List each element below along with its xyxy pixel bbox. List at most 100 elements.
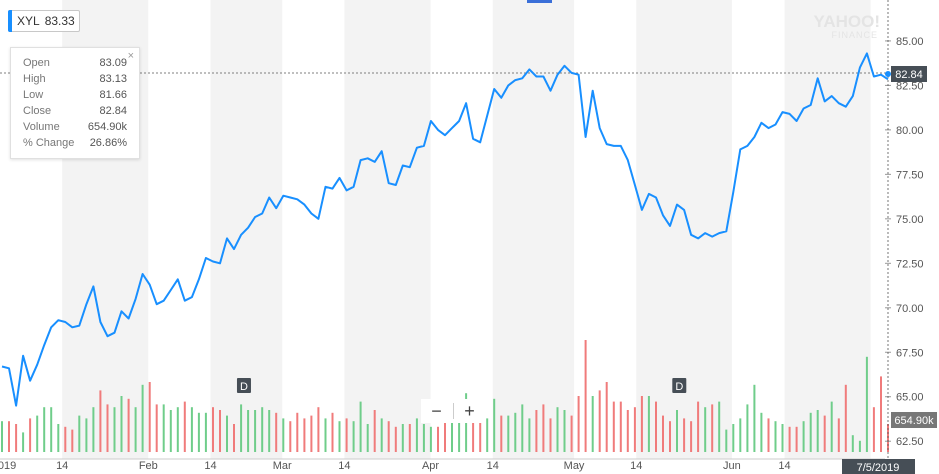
zoom-in-button[interactable]: + [464, 400, 475, 421]
x-tick-label: Mar [273, 460, 292, 472]
volume-bar [704, 407, 707, 452]
volume-bar [514, 412, 517, 452]
ticker-color-swatch [8, 10, 12, 32]
volume-bar [802, 421, 805, 452]
volume-bar [387, 421, 390, 452]
volume-bar [317, 407, 320, 452]
volume-bar [472, 415, 475, 452]
volume-bar [788, 426, 791, 452]
volume-bar [837, 418, 840, 452]
volume-bar [233, 424, 235, 452]
ohlc-tooltip: × Open 83.09 High 83.13 Low 81.66 Close 82.8… [10, 47, 140, 159]
watermark-finance: FINANCE [831, 30, 878, 40]
volume-bar [865, 356, 868, 452]
zoom-out-button[interactable]: − [431, 400, 442, 421]
y-tick-label: 67.50 [896, 347, 924, 359]
dividend-marker[interactable]: D [672, 378, 687, 393]
volume-bar [647, 396, 650, 452]
date-label: 7/5/2019 [842, 459, 915, 474]
volume-bar [331, 412, 334, 452]
volume-bar [190, 407, 193, 452]
volume-bar [662, 415, 664, 452]
x-tick-label: 14 [487, 460, 499, 472]
x-tick-label: 14 [56, 460, 68, 472]
volume-bar [830, 401, 833, 452]
x-tick-label: 2019 [0, 460, 16, 472]
volume-bar [444, 415, 446, 452]
top-scroll-tab[interactable] [527, 0, 552, 3]
volume-bar [556, 407, 559, 452]
volume-bar [718, 401, 721, 452]
x-tick-label: Jun [723, 460, 741, 472]
dividend-label: D [675, 381, 683, 393]
volume-bar [120, 396, 123, 452]
volume-bar [85, 418, 88, 452]
volume-bar [310, 415, 313, 452]
dividend-marker[interactable]: D [236, 378, 251, 393]
price-label: 82.84 [891, 66, 927, 82]
volume-bar [408, 424, 411, 452]
band-2 [344, 0, 431, 459]
volume-bar [359, 401, 362, 452]
volume-bar [106, 404, 109, 452]
watermark-yahoo: YAHOO! [814, 12, 880, 31]
volume-bar [338, 421, 341, 452]
volume-bar [275, 412, 278, 452]
volume-bar [36, 415, 39, 452]
volume-bar [640, 396, 643, 452]
volume-bar [809, 412, 812, 452]
zoom-divider [452, 403, 454, 419]
volume-bar [858, 440, 861, 452]
volume-bar [781, 424, 784, 452]
volume-bar [697, 401, 700, 452]
zoom-controls: − + [421, 399, 485, 423]
ticker-price: 83.33 [44, 14, 75, 28]
volume-bar [64, 426, 67, 452]
volume-bar [155, 404, 158, 452]
svg-text:82.84: 82.84 [895, 69, 923, 81]
volume-bar [577, 396, 580, 452]
ticker-badge[interactable]: XYL 83.33 [8, 10, 80, 32]
volume-bar [240, 404, 243, 452]
y-tick-label: 70.00 [896, 303, 924, 315]
volume-bar [626, 410, 629, 452]
volume-bar [127, 398, 130, 452]
volume-bar [422, 424, 425, 452]
y-tick-label: 85.00 [896, 36, 924, 48]
volume-bar [683, 418, 686, 452]
y-tick-label: 75.00 [896, 214, 924, 226]
x-tick-label: 14 [778, 460, 790, 472]
volume-bar [880, 376, 882, 452]
band-5 [784, 0, 871, 459]
volume-bar [690, 421, 693, 452]
volume-bar [795, 426, 798, 452]
volume-bar [8, 421, 10, 452]
volume-bar [591, 396, 594, 452]
x-tick-label: 14 [338, 460, 350, 472]
volume-bar [493, 398, 496, 452]
volume-bar [584, 340, 587, 452]
volume-bar [711, 404, 714, 452]
volume-bar [296, 412, 299, 452]
x-tick-label: Apr [422, 460, 439, 472]
volume-bar [542, 404, 545, 452]
volume-bar [676, 410, 678, 452]
volume-bar [99, 390, 102, 452]
volume-bar [479, 418, 482, 452]
volume-bar [380, 418, 383, 452]
volume-bar [486, 418, 489, 452]
volume-bar [535, 410, 538, 452]
close-icon[interactable]: × [127, 50, 134, 62]
y-tick-label: 80.00 [896, 125, 924, 137]
x-tick-label: Feb [139, 460, 158, 472]
volume-bar [134, 407, 137, 452]
volume-bar [176, 407, 179, 452]
volume-bar [598, 390, 601, 452]
volume-bar [219, 410, 221, 452]
volume-bar [458, 418, 461, 452]
volume-bar [612, 401, 615, 452]
tooltip-row-change: % Change 26.86% [23, 137, 127, 149]
volume-bar [633, 407, 636, 452]
